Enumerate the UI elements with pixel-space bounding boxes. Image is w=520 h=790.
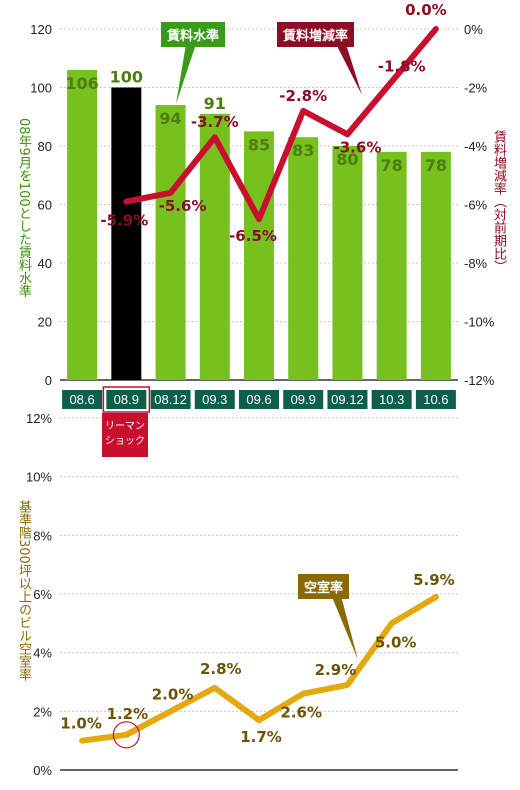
right-axis-title: 賃料増減率（対前期比） <box>491 130 506 273</box>
left-tick-label: 80 <box>38 139 52 154</box>
rate-point-label: -3.6% <box>334 138 382 156</box>
bottom-tick-label: 6% <box>33 587 52 602</box>
bottom-tick-label: 0% <box>33 763 52 778</box>
right-tick-label: -8% <box>464 256 488 271</box>
right-tick-label: 0% <box>464 22 483 37</box>
vacancy-point-label: 2.8% <box>200 660 242 678</box>
rate-point-label: -3.7% <box>191 113 239 131</box>
rate-point-label: -6.5% <box>229 227 277 245</box>
bar <box>376 151 407 380</box>
callout-pointer-rent-change <box>336 44 362 95</box>
bar-value-label: 100 <box>110 68 143 87</box>
bar-value-label: 78 <box>381 156 403 175</box>
vacancy-line-series: 1.0% 1.2%2.0% 2.8% 1.7% 2.6% 2.9% 5.0% 5.9% <box>60 571 455 749</box>
category-label: 10.3 <box>379 392 404 407</box>
category-label: 09.12 <box>331 392 364 407</box>
bar <box>420 151 451 380</box>
vacancy-point-label: 2.9% <box>315 661 357 679</box>
vacancy-point-label: 2.0% <box>152 685 194 703</box>
category-box <box>150 390 191 409</box>
category-box <box>106 390 147 409</box>
bar-series: 106 100 94 91 85 83 80 78 78 <box>65 68 451 381</box>
category-box <box>194 390 235 409</box>
bottom-grid: 0% 2% 4% 6% 8% 10% 12% <box>26 411 458 778</box>
callout-rent-level: 賃料水準 <box>161 22 226 47</box>
bar <box>111 87 142 380</box>
vacancy-axis-title: 基準階300坪以上のビル空室率 <box>16 500 31 681</box>
category-box <box>283 390 324 409</box>
vacancy-point-label: 1.2% <box>107 705 149 723</box>
category-label: 08.6 <box>69 392 94 407</box>
rate-point-label: -5.6% <box>159 197 207 215</box>
left-tick-label: 40 <box>38 256 52 271</box>
rate-point-label: -1.8% <box>378 58 426 76</box>
highlight-frame <box>102 386 151 413</box>
callout-pointer-vacancy <box>330 592 358 660</box>
lehman-line-1: リーマン <box>105 421 145 432</box>
bottom-tick-label: 2% <box>33 704 52 719</box>
bar-value-label: 78 <box>425 156 447 175</box>
lehman-line-2: ショック <box>105 436 145 447</box>
bottom-tick-label: 8% <box>33 528 52 543</box>
category-label: 10.6 <box>423 392 448 407</box>
bar <box>288 137 319 380</box>
category-axis: 08.6 08.9 08.12 09.3 09.6 09.9 09.12 10.3 10.6 <box>62 386 456 413</box>
vacancy-line <box>79 593 439 744</box>
bottom-tick-label: 12% <box>26 411 52 426</box>
right-tick-label: -4% <box>464 139 488 154</box>
vacancy-point-label: 5.0% <box>375 633 417 651</box>
category-box <box>371 390 412 409</box>
right-tick-label: -10% <box>464 315 495 330</box>
bottom-tick-label: 4% <box>33 646 52 661</box>
rate-point-label: -5.9% <box>100 212 148 230</box>
bar <box>67 69 98 380</box>
lehman-shock-label: リーマン ショック <box>102 413 148 457</box>
right-tick-label: -6% <box>464 198 488 213</box>
category-label: 09.9 <box>291 392 316 407</box>
category-box <box>327 390 368 409</box>
vacancy-point-label: 1.7% <box>240 728 282 746</box>
rate-line <box>123 26 439 223</box>
left-tick-label: 120 <box>30 22 52 37</box>
category-label: 08.12 <box>154 392 187 407</box>
bar-value-label: 94 <box>159 109 181 128</box>
left-tick-label: 60 <box>38 198 52 213</box>
rate-point-label: -2.8% <box>279 87 327 105</box>
bar-value-label: 80 <box>336 150 358 169</box>
vacancy-point-label: 1.0% <box>60 715 102 733</box>
right-tick-label: -2% <box>464 81 488 96</box>
callout-pointer-rent-level <box>176 44 196 104</box>
category-box <box>415 390 456 409</box>
bar <box>332 146 363 380</box>
bar-value-label: 106 <box>65 74 98 93</box>
bar-value-label: 91 <box>204 94 226 113</box>
left-axis-title: 08年9月を100とした賃料水準 <box>16 118 31 298</box>
left-tick-label: 0 <box>45 373 52 388</box>
left-tick-label: 20 <box>38 315 52 330</box>
bar-value-label: 83 <box>292 141 314 160</box>
bar <box>155 105 186 381</box>
bar-value-label: 85 <box>248 135 270 154</box>
vacancy-point-label: 2.6% <box>280 704 322 722</box>
vacancy-point-label: 5.9% <box>413 571 455 589</box>
left-tick-label: 100 <box>30 81 52 96</box>
callout-vacancy: 空室率 <box>298 574 350 599</box>
bar <box>244 131 274 380</box>
rate-point-label: 0.0% <box>405 1 447 19</box>
category-box <box>62 390 103 409</box>
category-box <box>239 390 279 409</box>
category-label: 09.6 <box>246 392 271 407</box>
category-label: 09.3 <box>202 392 227 407</box>
category-label: 08.9 <box>114 392 139 407</box>
rate-line-series: -5.9% -5.6% -3.7% -6.5% -2.8% -3.6% -1.8% 0.0% <box>100 1 446 245</box>
callout-rent-change: 賃料増減率 <box>277 22 355 47</box>
lehman-marker-circle <box>112 721 140 749</box>
bottom-tick-label: 10% <box>26 470 52 485</box>
right-tick-label: -12% <box>464 373 495 388</box>
